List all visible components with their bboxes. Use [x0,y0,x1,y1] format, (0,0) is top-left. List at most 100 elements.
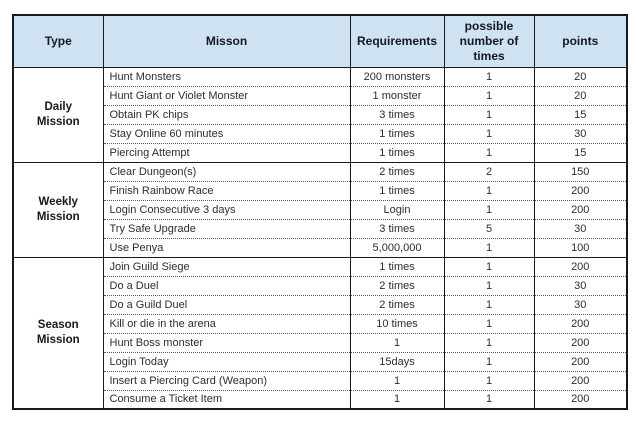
table-row: Insert a Piercing Card (Weapon) 1 1 200 [13,371,628,391]
requirements-cell: 1 times [349,257,445,277]
header-row: Type Misson Requirements possible number… [12,14,628,68]
times-cell: 1 [443,295,535,315]
table-row: Do a Duel 2 times 1 30 [13,276,628,296]
mission-cell: Do a Duel [102,276,351,296]
times-cell: 5 [443,219,535,239]
requirements-cell: 3 times [349,105,445,125]
missions-table: Type Misson Requirements possible number… [12,14,628,410]
points-cell: 30 [533,295,628,315]
table-row: Finish Rainbow Race 1 times 1 200 [13,181,628,201]
requirements-cell: 1 times [349,181,445,201]
requirements-cell: 1 [349,371,445,391]
times-cell: 1 [443,314,535,334]
points-cell: 20 [533,67,628,87]
mission-cell: Do a Guild Duel [102,295,351,315]
col-header-type: Type [12,14,104,68]
table-header: Type Misson Requirements possible number… [12,14,628,68]
table-row: Season Mission Join Guild Siege 1 times … [12,257,628,410]
type-group-season: Season Mission [12,257,104,410]
times-cell: 1 [443,124,535,144]
type-group-weekly: Weekly Mission [12,162,104,258]
requirements-cell: 1 times [349,124,445,144]
points-cell: 15 [533,143,628,163]
mission-cell: Piercing Attempt [102,143,351,163]
points-cell: 200 [533,181,628,201]
points-cell: 30 [533,219,628,239]
mission-cell: Kill or die in the arena [102,314,351,334]
mission-cell: Hunt Boss monster [102,333,351,353]
mission-cell: Use Penya [102,238,351,258]
points-cell: 200 [533,314,628,334]
times-cell: 1 [443,181,535,201]
mission-cell: Clear Dungeon(s) [102,162,351,182]
requirements-cell: 1 [349,390,445,410]
points-cell: 200 [533,257,628,277]
table-row: Stay Online 60 minutes 1 times 1 30 [13,124,628,144]
times-cell: 1 [443,67,535,87]
times-cell: 1 [443,105,535,125]
points-cell: 30 [533,124,628,144]
times-cell: 1 [443,200,535,220]
times-cell: 1 [443,86,535,106]
mission-cell: Login Consecutive 3 days [102,200,351,220]
mission-cell: Obtain PK chips [102,105,351,125]
table-row: Obtain PK chips 3 times 1 15 [13,105,628,125]
col-header-points: points [533,14,628,68]
points-cell: 30 [533,276,628,296]
table-row: Weekly Mission Clear Dungeon(s) 2 times … [12,162,628,258]
mission-cell: Join Guild Siege [102,257,351,277]
points-cell: 200 [533,333,628,353]
requirements-cell: 200 monsters [349,67,445,87]
times-cell: 1 [443,390,535,410]
times-cell: 1 [443,276,535,296]
times-cell: 1 [443,371,535,391]
table-row: Login Consecutive 3 days Login 1 200 [13,200,628,220]
col-header-requirements: Requirements [349,14,445,68]
points-cell: 100 [533,238,628,258]
points-cell: 15 [533,105,628,125]
times-cell: 1 [443,352,535,372]
times-cell: 1 [443,257,535,277]
times-cell: 1 [443,143,535,163]
mission-cell: Try Safe Upgrade [102,219,351,239]
points-cell: 200 [533,371,628,391]
table-body: Daily Mission Hunt Monsters 200 monsters… [12,67,628,410]
table-row: Use Penya 5,000,000 1 100 [13,238,628,258]
table-row: Piercing Attempt 1 times 1 15 [13,143,628,163]
times-cell: 2 [443,162,535,182]
points-cell: 20 [533,86,628,106]
col-header-times: possible number of times [443,14,535,68]
mission-cell: Insert a Piercing Card (Weapon) [102,371,351,391]
table-row: Hunt Giant or Violet Monster 1 monster 1… [13,86,628,106]
mission-cell: Login Today [102,352,351,372]
requirements-cell: 1 times [349,143,445,163]
mission-cell: Hunt Monsters [102,67,351,87]
mission-cell: Hunt Giant or Violet Monster [102,86,351,106]
points-cell: 200 [533,390,628,410]
table-row: Hunt Boss monster 1 1 200 [13,333,628,353]
requirements-cell: 2 times [349,276,445,296]
requirements-cell: 5,000,000 [349,238,445,258]
mission-cell: Finish Rainbow Race [102,181,351,201]
requirements-cell: 10 times [349,314,445,334]
table-row: Daily Mission Hunt Monsters 200 monsters… [12,67,628,163]
col-header-mission: Misson [102,14,351,68]
mission-cell: Stay Online 60 minutes [102,124,351,144]
points-cell: 200 [533,352,628,372]
requirements-cell: 3 times [349,219,445,239]
table-row: Kill or die in the arena 10 times 1 200 [13,314,628,334]
requirements-cell: 1 [349,333,445,353]
times-cell: 1 [443,238,535,258]
table-row: Login Today 15days 1 200 [13,352,628,372]
requirements-cell: 1 monster [349,86,445,106]
points-cell: 150 [533,162,628,182]
table-row: Do a Guild Duel 2 times 1 30 [13,295,628,315]
table-row: Consume a Ticket Item 1 1 200 [13,390,628,410]
type-group-daily: Daily Mission [12,67,104,163]
requirements-cell: 15days [349,352,445,372]
table-row: Try Safe Upgrade 3 times 5 30 [13,219,628,239]
mission-cell: Consume a Ticket Item [102,390,351,410]
points-cell: 200 [533,200,628,220]
requirements-cell: 2 times [349,295,445,315]
requirements-cell: Login [349,200,445,220]
